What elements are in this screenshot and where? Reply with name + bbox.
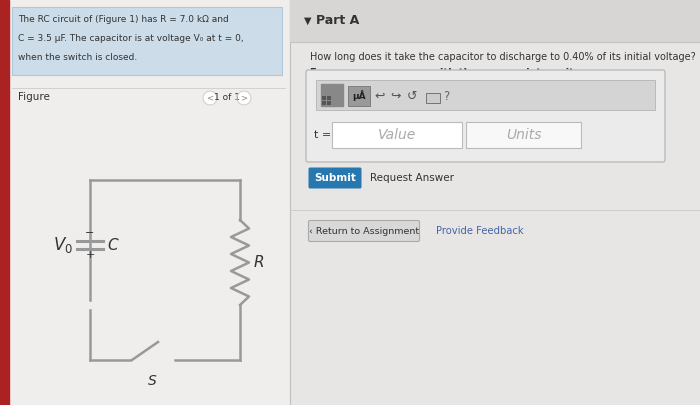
Bar xyxy=(327,96,331,100)
Text: −: − xyxy=(85,228,94,238)
Text: ↪: ↪ xyxy=(391,90,401,102)
Text: <: < xyxy=(206,94,214,102)
Bar xyxy=(322,96,326,100)
FancyBboxPatch shape xyxy=(12,7,282,75)
Text: ▼: ▼ xyxy=(304,16,312,26)
Text: when the switch is closed.: when the switch is closed. xyxy=(18,53,137,62)
Bar xyxy=(290,0,700,42)
FancyBboxPatch shape xyxy=(309,220,419,241)
Bar xyxy=(0,0,290,405)
FancyBboxPatch shape xyxy=(316,80,655,110)
Circle shape xyxy=(203,91,217,105)
Text: R: R xyxy=(254,255,265,270)
Bar xyxy=(290,0,700,405)
Text: t =: t = xyxy=(314,130,331,140)
Text: How long does it take the capacitor to discharge to 0.40% of its initial voltage: How long does it take the capacitor to d… xyxy=(310,52,696,62)
Text: Value: Value xyxy=(378,128,416,142)
Text: ↩: ↩ xyxy=(374,90,385,102)
FancyBboxPatch shape xyxy=(466,122,581,148)
Text: Units: Units xyxy=(505,128,541,142)
Circle shape xyxy=(237,91,251,105)
Bar xyxy=(322,101,326,105)
Text: ‹ Return to Assignment: ‹ Return to Assignment xyxy=(309,226,419,235)
Text: Submit: Submit xyxy=(314,173,356,183)
Text: +: + xyxy=(85,250,94,260)
Text: C = 3.5 µF. The capacitor is at voltage V₀ at t = 0,: C = 3.5 µF. The capacitor is at voltage … xyxy=(18,34,244,43)
Bar xyxy=(0,0,9,405)
Text: Express your answer with the appropriate units.: Express your answer with the appropriate… xyxy=(310,68,584,78)
Text: C: C xyxy=(107,237,118,252)
Text: 1 of 1: 1 of 1 xyxy=(214,94,240,102)
Text: μÅ: μÅ xyxy=(352,91,366,102)
FancyBboxPatch shape xyxy=(332,122,462,148)
Bar xyxy=(348,86,370,106)
Text: ↺: ↺ xyxy=(407,90,417,102)
Bar xyxy=(426,93,440,103)
FancyBboxPatch shape xyxy=(306,70,665,162)
Text: Request Answer: Request Answer xyxy=(370,173,454,183)
Text: $V_0$: $V_0$ xyxy=(53,235,73,255)
Text: Figure: Figure xyxy=(18,92,50,102)
Text: The RC circuit of (Figure 1) has R = 7.0 kΩ and: The RC circuit of (Figure 1) has R = 7.0… xyxy=(18,15,229,24)
Text: >: > xyxy=(241,94,248,102)
Text: Part A: Part A xyxy=(316,15,359,28)
Text: Provide Feedback: Provide Feedback xyxy=(436,226,524,236)
Bar xyxy=(321,84,343,106)
Text: ?: ? xyxy=(443,90,449,102)
FancyBboxPatch shape xyxy=(309,168,361,188)
Text: S: S xyxy=(148,374,157,388)
Bar xyxy=(327,101,331,105)
